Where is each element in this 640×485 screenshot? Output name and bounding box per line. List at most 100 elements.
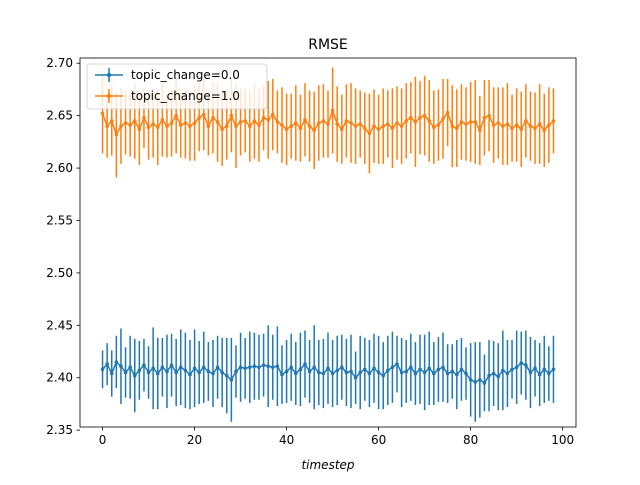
data-point: [303, 362, 307, 366]
data-point: [284, 127, 289, 132]
data-point: [422, 113, 427, 118]
data-point: [404, 369, 409, 374]
data-point: [123, 121, 128, 125]
data-point: [132, 119, 137, 123]
data-point: [514, 123, 519, 127]
data-point: [537, 372, 542, 377]
data-point: [114, 360, 119, 364]
data-point: [505, 371, 510, 376]
data-point: [427, 119, 432, 123]
data-point: [510, 367, 514, 372]
data-point: [119, 124, 123, 128]
data-point: [252, 364, 257, 368]
data-point: [542, 128, 547, 133]
data-point: [257, 365, 261, 370]
data-point: [349, 369, 353, 374]
data-point: [445, 371, 450, 376]
data-point: [123, 370, 128, 375]
data-point: [192, 366, 197, 371]
data-point: [418, 115, 422, 120]
data-point: [298, 367, 303, 372]
data-point: [303, 118, 307, 122]
data-point: [174, 370, 178, 375]
data-point: [326, 366, 330, 371]
data-point: [275, 364, 280, 368]
y-tick-label: 2.70: [46, 56, 73, 70]
data-point: [307, 369, 312, 374]
data-point: [160, 365, 165, 370]
data-point: [399, 370, 404, 375]
data-point: [151, 366, 155, 371]
data-point: [381, 124, 386, 128]
data-point: [367, 371, 372, 376]
data-point: [427, 366, 432, 371]
data-point: [238, 365, 243, 370]
data-point: [381, 373, 386, 378]
data-point: [372, 366, 376, 371]
data-point: [201, 365, 206, 370]
data-point: [390, 365, 395, 370]
data-point: [298, 126, 303, 131]
data-point: [224, 373, 229, 378]
data-point: [358, 370, 363, 375]
data-point: [312, 128, 316, 133]
data-point: [312, 365, 316, 370]
x-tick-label: 60: [371, 433, 386, 447]
y-tick-label: 2.65: [46, 109, 73, 123]
y-tick-label: 2.60: [46, 161, 73, 175]
data-point: [432, 125, 436, 129]
data-point: [335, 368, 340, 373]
data-point: [478, 128, 482, 133]
data-point: [510, 126, 514, 131]
data-point: [293, 371, 298, 376]
data-point: [358, 122, 363, 126]
data-point: [105, 362, 109, 366]
data-point: [178, 365, 183, 370]
data-point: [220, 127, 224, 132]
data-point: [270, 365, 275, 370]
x-tick-label: 0: [99, 433, 107, 447]
data-point: [409, 115, 413, 120]
data-point: [505, 122, 510, 126]
data-point: [349, 121, 353, 125]
data-point: [220, 370, 224, 375]
data-point: [215, 120, 220, 124]
axes-frame: [79, 57, 577, 428]
data-point: [455, 372, 459, 377]
data-point: [436, 123, 441, 127]
data-point: [496, 121, 501, 125]
data-point: [441, 117, 445, 121]
data-point: [335, 122, 340, 126]
data-point: [376, 127, 381, 132]
data-point: [289, 124, 293, 128]
data-point: [201, 112, 206, 117]
y-tick-label: 2.55: [46, 213, 73, 227]
data-point: [275, 120, 280, 124]
x-tick-label: 20: [187, 433, 202, 447]
data-point: [165, 369, 169, 374]
data-point: [376, 370, 381, 375]
data-point: [459, 120, 464, 124]
data-point: [533, 366, 537, 371]
data-point: [206, 369, 211, 374]
data-point: [547, 371, 551, 376]
data-point: [524, 363, 528, 367]
data-point: [289, 365, 293, 370]
data-point: [183, 121, 188, 125]
data-point: [109, 119, 114, 123]
data-point: [243, 366, 247, 371]
data-point: [551, 119, 556, 123]
data-point: [372, 124, 376, 128]
data-point: [142, 115, 146, 120]
x-tick-label: 40: [279, 433, 294, 447]
data-point: [188, 372, 192, 377]
data-point: [247, 124, 252, 128]
data-point: [436, 367, 441, 372]
data-point: [537, 122, 542, 126]
data-point: [307, 124, 312, 128]
data-point: [188, 124, 192, 128]
data-point: [100, 111, 105, 116]
data-point: [551, 367, 556, 372]
data-point: [247, 365, 252, 370]
data-point: [109, 371, 114, 376]
